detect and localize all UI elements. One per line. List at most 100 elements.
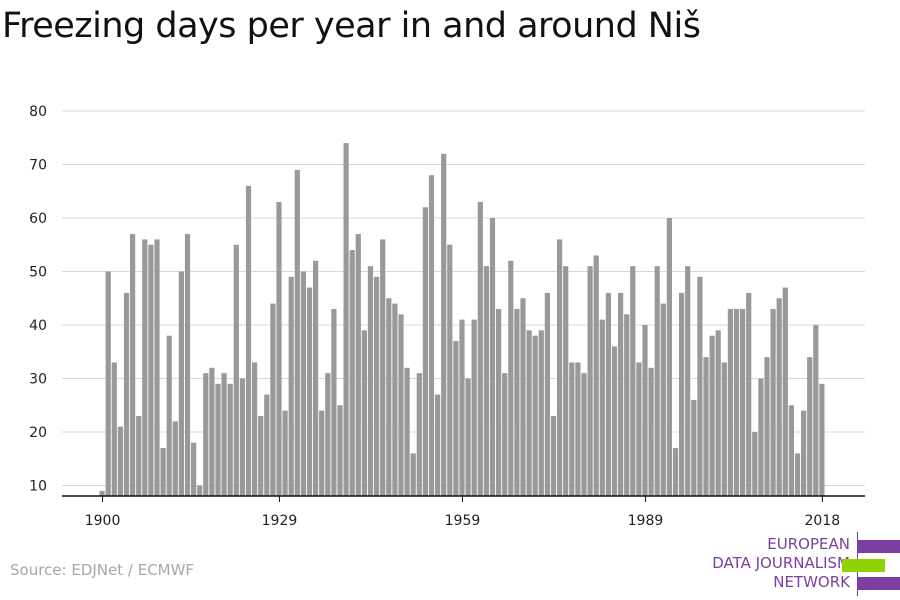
bar-2011 — [776, 298, 782, 496]
bar-1952 — [416, 373, 422, 496]
logo-line-2: DATA JOURNALISM — [712, 554, 850, 572]
source-note: Source: EDJNet / ECMWF — [10, 561, 195, 579]
bar-1915 — [191, 442, 197, 496]
bar-1923 — [239, 378, 245, 496]
bar-1916 — [197, 485, 203, 496]
bar-2008 — [758, 378, 764, 496]
bar-2013 — [788, 405, 794, 496]
bar-1909 — [154, 239, 160, 496]
bar-2005 — [740, 308, 746, 496]
bar-1990 — [648, 367, 654, 496]
bar-1946 — [380, 239, 386, 496]
bar-1908 — [148, 244, 154, 496]
bar-1988 — [636, 362, 642, 496]
y-tick-label: 30 — [29, 372, 47, 388]
y-tick-label: 40 — [29, 318, 47, 334]
bar-1911 — [166, 335, 172, 496]
bar-1973 — [544, 292, 550, 496]
y-tick-label: 20 — [29, 425, 47, 441]
bar-1955 — [435, 394, 441, 496]
x-tick-label: 1900 — [85, 513, 121, 529]
logo-bar-top — [857, 540, 900, 553]
bar-1922 — [233, 244, 239, 496]
bar-2004 — [733, 308, 740, 496]
bar-1930 — [282, 410, 288, 496]
bar-1995 — [679, 292, 685, 496]
bar-1958 — [453, 341, 459, 496]
bar-1957 — [447, 244, 453, 496]
bar-1920 — [221, 373, 227, 496]
bar-1910 — [160, 448, 166, 496]
bar-1933 — [300, 271, 306, 496]
x-tick-label: 1929 — [262, 513, 298, 529]
bar-1974 — [550, 415, 557, 496]
bar-1993 — [666, 218, 672, 496]
bar-2009 — [764, 357, 770, 496]
x-tick-label: 1989 — [628, 513, 664, 529]
bar-1901 — [105, 271, 111, 496]
bar-1967 — [508, 260, 514, 496]
bar-1935 — [313, 260, 319, 496]
bar-1978 — [575, 362, 581, 496]
bar-1950 — [404, 367, 410, 496]
bar-2000 — [709, 335, 715, 496]
bar-1904 — [123, 292, 130, 496]
bar-1972 — [538, 330, 544, 496]
bar-1938 — [331, 308, 337, 496]
x-tick-label: 1959 — [445, 513, 481, 529]
bar-2016 — [807, 357, 813, 496]
bar-1976 — [563, 266, 569, 496]
bar-1927 — [264, 394, 270, 496]
bar-2001 — [715, 330, 721, 496]
bar-1970 — [526, 330, 532, 496]
logo-line-1: EUROPEAN — [767, 535, 850, 553]
bar-1918 — [209, 367, 215, 496]
x-axis-ticks: 1900 1929 1959 1989 2018 — [85, 496, 840, 529]
bar-1986 — [624, 314, 630, 496]
bar-1963 — [483, 266, 489, 496]
bar-1925 — [252, 362, 258, 496]
bar-1969 — [520, 298, 526, 496]
bar-1943 — [361, 330, 367, 496]
bar-1992 — [660, 303, 666, 496]
bar-1942 — [355, 234, 361, 497]
bar-1941 — [349, 250, 355, 496]
bar-1919 — [215, 383, 221, 496]
bar-1931 — [288, 276, 294, 496]
bar-1928 — [270, 303, 276, 496]
bar-2010 — [770, 308, 776, 496]
bar-1929 — [276, 201, 282, 496]
bar-1996 — [685, 266, 691, 496]
bar-1960 — [465, 378, 471, 496]
chart-title: Freezing days per year in and around Niš — [2, 6, 701, 46]
bar-1962 — [477, 201, 483, 496]
bar-1964 — [489, 218, 496, 496]
bar-1999 — [703, 357, 709, 496]
bar-1900 — [99, 490, 105, 496]
bar-1913 — [178, 271, 184, 496]
bar-1991 — [654, 266, 660, 496]
edjnet-logo: EUROPEAN DATA JOURNALISM NETWORK — [700, 532, 900, 596]
bar-2015 — [801, 410, 807, 496]
bar-1917 — [203, 373, 209, 496]
bar-1965 — [496, 308, 502, 496]
bar-1971 — [532, 335, 538, 496]
bar-1968 — [514, 308, 520, 496]
bar-1939 — [337, 405, 343, 496]
y-axis-ticks: 10 20 30 40 50 60 70 80 — [29, 104, 47, 495]
bar-1906 — [136, 415, 142, 496]
bar-1979 — [581, 373, 587, 496]
bar-1945 — [374, 276, 380, 496]
bar-1984 — [611, 346, 618, 496]
bar-2007 — [752, 432, 758, 496]
bar-2017 — [813, 325, 819, 496]
y-tick-label: 10 — [29, 479, 47, 495]
bar-1961 — [471, 319, 477, 496]
bar-1937 — [325, 373, 331, 496]
bar-2018 — [819, 383, 825, 496]
y-tick-label: 60 — [29, 211, 47, 227]
bar-1989 — [642, 325, 648, 496]
bar-2003 — [727, 308, 733, 496]
bar-1951 — [410, 453, 416, 496]
bar-1926 — [258, 415, 264, 496]
